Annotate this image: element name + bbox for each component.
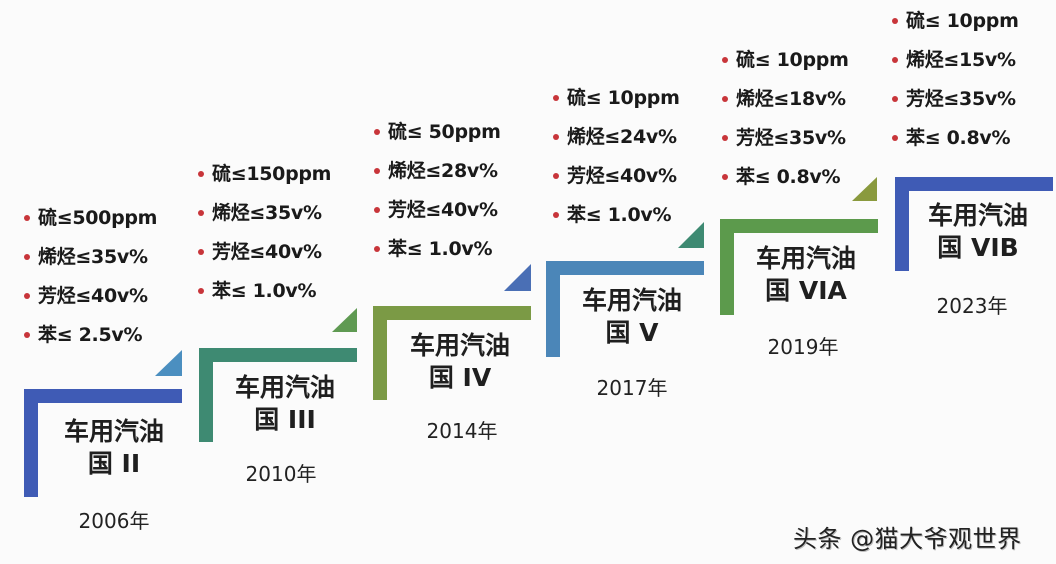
bullet-icon bbox=[892, 18, 898, 24]
stage-label-guo4: 车用汽油 国 IV bbox=[409, 331, 510, 392]
stage-year-2019: 2019年 bbox=[767, 335, 839, 359]
step-connector-triangle bbox=[678, 222, 704, 248]
bullet-icon bbox=[374, 168, 380, 174]
bullet-icon bbox=[24, 332, 30, 338]
spec-sulfur: 硫≤150ppm bbox=[198, 156, 331, 195]
step-connector-triangle bbox=[332, 308, 357, 332]
bullet-icon bbox=[553, 212, 559, 218]
spec-list-guo6b: 硫≤ 10ppm 烯烃≤15v% 芳烃≤35v% 苯≤ 0.8v% bbox=[892, 3, 1019, 159]
stage-label-guo6b: 车用汽油 国 VIB bbox=[927, 201, 1028, 262]
stage-year-2010: 2010年 bbox=[245, 462, 317, 486]
bullet-icon bbox=[198, 171, 204, 177]
spec-sulfur: 硫≤ 10ppm bbox=[892, 3, 1019, 42]
stage-label-guo6a: 车用汽油 国 VIA bbox=[755, 244, 856, 305]
stage-year-2023: 2023年 bbox=[936, 294, 1008, 318]
spec-olefin: 烯烃≤15v% bbox=[892, 42, 1019, 81]
bullet-icon bbox=[722, 96, 728, 102]
spec-benzene: 苯≤ 2.5v% bbox=[24, 317, 157, 356]
spec-benzene: 苯≤ 1.0v% bbox=[198, 273, 331, 312]
spec-olefin: 烯烃≤35v% bbox=[198, 195, 331, 234]
spec-aromatics: 芳烃≤35v% bbox=[892, 81, 1019, 120]
spec-olefin: 烯烃≤28v% bbox=[374, 153, 501, 192]
bullet-icon bbox=[553, 95, 559, 101]
spec-list-guo2: 硫≤500ppm 烯烃≤35v% 芳烃≤40v% 苯≤ 2.5v% bbox=[24, 200, 157, 356]
bullet-icon bbox=[374, 246, 380, 252]
bullet-icon bbox=[24, 215, 30, 221]
bullet-icon bbox=[553, 134, 559, 140]
bullet-icon bbox=[24, 254, 30, 260]
bullet-icon bbox=[722, 135, 728, 141]
bullet-icon bbox=[198, 249, 204, 255]
stage-year-2017: 2017年 bbox=[596, 376, 668, 400]
spec-aromatics: 芳烃≤40v% bbox=[374, 192, 501, 231]
spec-benzene: 苯≤ 0.8v% bbox=[722, 159, 849, 198]
spec-list-guo6a: 硫≤ 10ppm 烯烃≤18v% 芳烃≤35v% 苯≤ 0.8v% bbox=[722, 42, 849, 198]
step-connector-triangle bbox=[852, 177, 877, 201]
stage-label-guo5: 车用汽油 国 V bbox=[581, 286, 682, 347]
bullet-icon bbox=[553, 173, 559, 179]
bullet-icon bbox=[374, 129, 380, 135]
bullet-icon bbox=[722, 57, 728, 63]
spec-benzene: 苯≤ 1.0v% bbox=[553, 197, 680, 236]
spec-aromatics: 芳烃≤40v% bbox=[24, 278, 157, 317]
stage-label-guo3: 车用汽油 国 III bbox=[234, 373, 335, 434]
spec-sulfur: 硫≤ 10ppm bbox=[722, 42, 849, 81]
bullet-icon bbox=[374, 207, 380, 213]
bullet-icon bbox=[892, 135, 898, 141]
spec-list-guo5: 硫≤ 10ppm 烯烃≤24v% 芳烃≤40v% 苯≤ 1.0v% bbox=[553, 80, 680, 236]
stage-year-2014: 2014年 bbox=[426, 419, 498, 443]
bullet-icon bbox=[198, 210, 204, 216]
spec-olefin: 烯烃≤18v% bbox=[722, 81, 849, 120]
step-connector-triangle bbox=[155, 350, 182, 376]
watermark: 头条 @猫大爷观世界 bbox=[793, 525, 1022, 553]
spec-olefin: 烯烃≤24v% bbox=[553, 119, 680, 158]
spec-sulfur: 硫≤ 10ppm bbox=[553, 80, 680, 119]
bullet-icon bbox=[892, 57, 898, 63]
spec-benzene: 苯≤ 1.0v% bbox=[374, 231, 501, 270]
spec-aromatics: 芳烃≤40v% bbox=[553, 158, 680, 197]
stage-label-guo2: 车用汽油 国 II bbox=[63, 417, 164, 478]
stage-year-2006: 2006年 bbox=[78, 509, 150, 533]
spec-list-guo4: 硫≤ 50ppm 烯烃≤28v% 芳烃≤40v% 苯≤ 1.0v% bbox=[374, 114, 501, 270]
spec-sulfur: 硫≤500ppm bbox=[24, 200, 157, 239]
bullet-icon bbox=[198, 288, 204, 294]
step-connector-triangle bbox=[504, 264, 531, 291]
spec-sulfur: 硫≤ 50ppm bbox=[374, 114, 501, 153]
bullet-icon bbox=[892, 96, 898, 102]
spec-list-guo3: 硫≤150ppm 烯烃≤35v% 芳烃≤40v% 苯≤ 1.0v% bbox=[198, 156, 331, 312]
spec-aromatics: 芳烃≤35v% bbox=[722, 120, 849, 159]
spec-benzene: 苯≤ 0.8v% bbox=[892, 120, 1019, 159]
spec-olefin: 烯烃≤35v% bbox=[24, 239, 157, 278]
bullet-icon bbox=[722, 174, 728, 180]
bullet-icon bbox=[24, 293, 30, 299]
spec-aromatics: 芳烃≤40v% bbox=[198, 234, 331, 273]
